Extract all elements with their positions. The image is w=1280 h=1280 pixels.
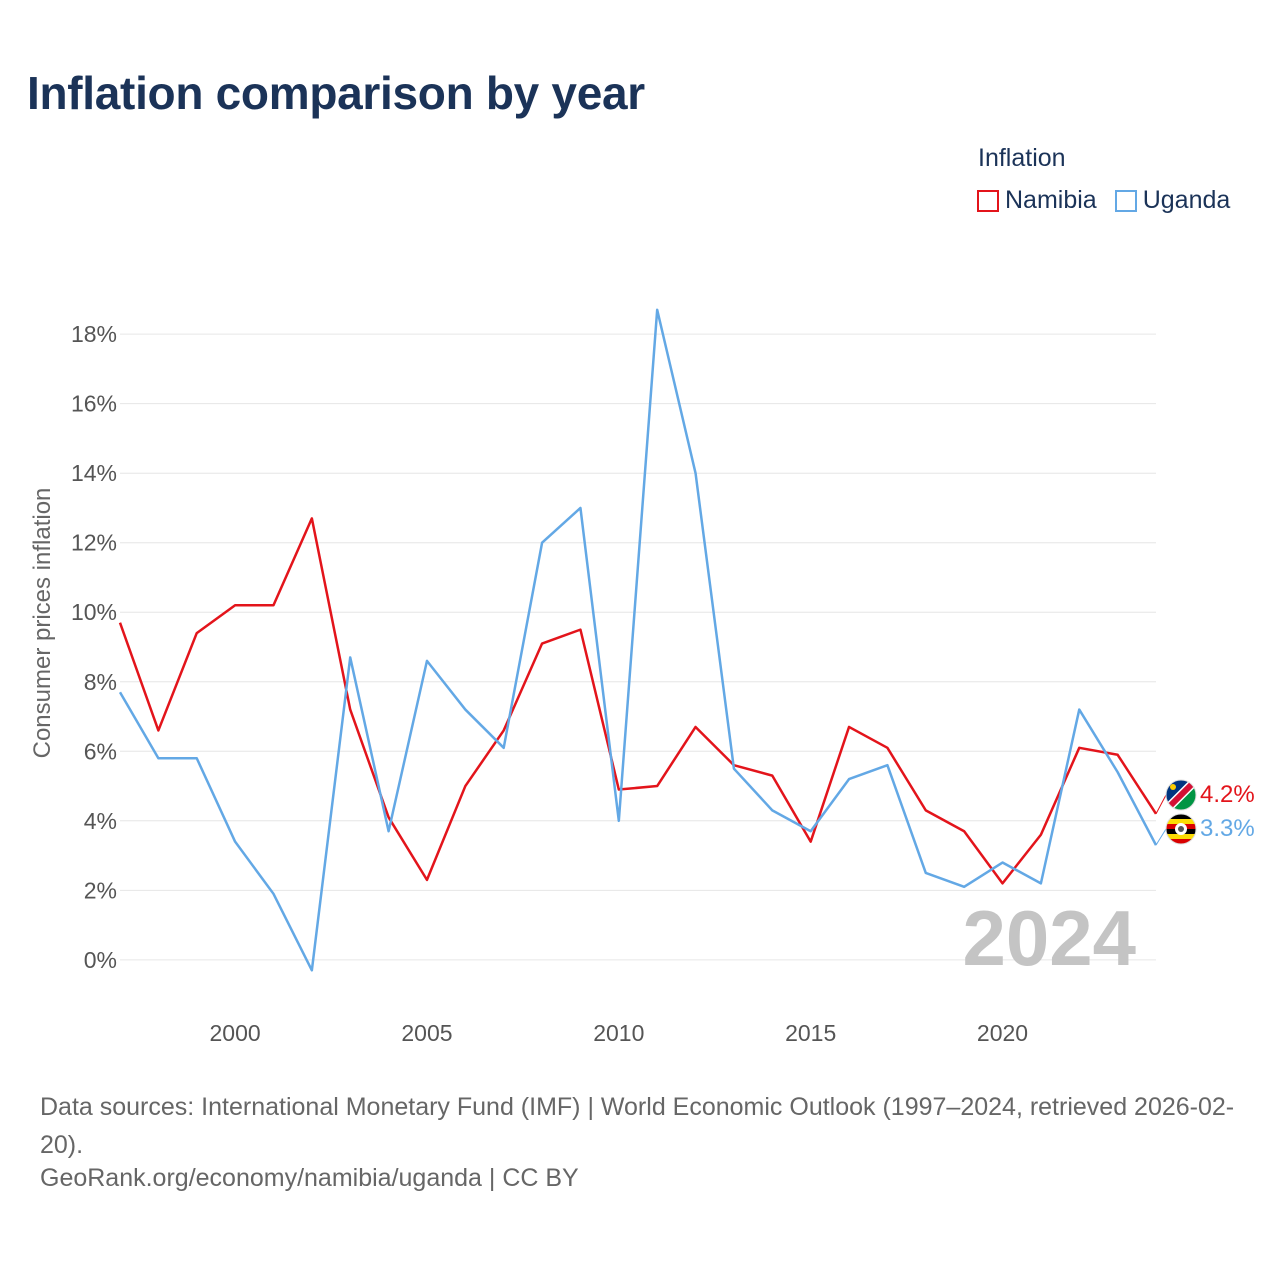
chart-title: Inflation comparison by year [27,67,645,119]
legend-label-uganda: Uganda [1142,186,1231,214]
legend-swatch-namibia [977,189,999,212]
y-tick-label: 16% [71,391,117,417]
namibia-flag-icon [1166,780,1196,810]
data-source-note: Data sources: International Monetary Fun… [40,1093,1235,1159]
uganda-flag-icon [1166,814,1196,844]
series-line-namibia[interactable] [118,517,1158,885]
y-tick-label: 10% [71,599,117,625]
line-chart: 0%2%4%6%8%10%12%14%16%18% 2000 2005 2010 20… [29,308,1255,1046]
x-tick-label: 2020 [977,1020,1028,1046]
end-value-label-uganda: 3.3% [1200,815,1255,842]
y-tick-label: 4% [84,808,117,834]
y-tick-label: 2% [84,877,117,903]
y-tick-label: 14% [71,460,117,486]
legend-item-namibia[interactable]: Namibia [977,186,1097,215]
x-tick-label: 2000 [210,1020,261,1046]
y-tick-label: 12% [71,530,117,556]
series-line-uganda[interactable] [118,308,1158,972]
gridlines [120,333,1156,961]
y-axis-label: Consumer prices inflation [29,488,56,759]
y-tick-label: 8% [84,669,117,695]
end-connector-namibia [1155,794,1167,815]
y-tick-labels: 0% 2% 4% 6% 8% 10% 12% 14% 16% 18% [71,321,117,973]
x-tick-label: 2005 [401,1020,452,1046]
y-tick-label: 6% [84,738,117,764]
x-tick-label: 2010 [593,1020,644,1046]
x-tick-label: 2015 [785,1020,836,1046]
year-watermark: 2024 [962,894,1136,982]
legend-swatch-uganda [1114,189,1137,212]
credit-link[interactable]: GeoRank.org/economy/namibia/uganda | CC … [40,1164,579,1192]
legend: Namibia Uganda [977,186,1248,215]
y-tick-label: 18% [71,321,117,347]
legend-label-namibia: Namibia [1005,186,1097,214]
legend-title: Inflation [978,144,1066,172]
end-value-label-namibia: 4.2% [1200,781,1255,808]
x-tick-labels: 2000 2005 2010 2015 2020 [210,1020,1029,1046]
end-connector-uganda [1155,828,1167,846]
legend-item-uganda[interactable]: Uganda [1114,186,1231,215]
y-tick-label: 0% [84,947,117,973]
